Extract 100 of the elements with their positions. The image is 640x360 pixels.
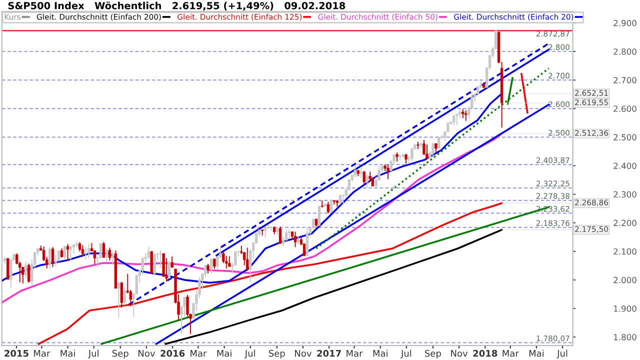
candlestick [51, 246, 54, 268]
y-tick-label: 2.800 [614, 48, 636, 55]
candlestick [210, 258, 213, 274]
x-tick-label: 2018 [473, 350, 498, 357]
candlestick [225, 255, 228, 269]
candlestick [108, 247, 112, 261]
x-tick-label: Nov [295, 350, 312, 357]
candlestick [120, 281, 124, 308]
candlestick [246, 247, 249, 272]
x-tick-label: 2015 [4, 350, 28, 357]
chart-title: S&P500 Index Wöchentlich 2.619,55 (+1,49%) 09.02.2018 [8, 2, 346, 11]
candlestick [464, 110, 468, 122]
candlestick [84, 246, 88, 260]
candlestick [213, 258, 216, 270]
candlestick [362, 170, 366, 184]
x-tick-label: Mai [529, 350, 544, 357]
x-tick-label: Nov [138, 350, 155, 357]
candlestick [456, 113, 458, 126]
y-tick-label: 2.900 [614, 20, 636, 26]
candlestick [404, 153, 408, 164]
candlestick [6, 258, 10, 280]
candlestick [294, 231, 297, 248]
x-tick-label: Mar [346, 350, 363, 357]
line-series [164, 228, 503, 345]
x-tick-label: Nov [451, 350, 468, 357]
candlestick [438, 136, 440, 149]
candlestick [60, 248, 64, 258]
candlestick [368, 171, 372, 182]
candlestick [366, 174, 368, 188]
candlestick [10, 257, 12, 288]
candlestick [306, 227, 309, 256]
candlestick [111, 250, 114, 266]
y-tick-label: 2.500 [614, 134, 636, 140]
y-tick-label: 1.900 [614, 305, 636, 312]
y-tick-label: 1.800 [614, 334, 636, 340]
x-tick-label: Sep [112, 350, 128, 359]
candlestick [183, 296, 186, 317]
candlestick [462, 108, 464, 119]
x-tick-label: 2017 [317, 350, 341, 357]
y-tick-label: 2.000 [614, 276, 636, 284]
candlestick [186, 294, 189, 317]
candlestick [228, 256, 231, 267]
x-tick-label: Mai [217, 350, 232, 357]
candlestick [147, 246, 150, 259]
candlestick [102, 241, 106, 258]
candlestick [398, 154, 402, 161]
candlestick [426, 144, 428, 159]
x-tick-label: 2016 [160, 350, 185, 357]
candlestick [278, 226, 282, 244]
x-tick-label: Jul [556, 350, 568, 358]
candlestick [48, 246, 52, 270]
candlestick [123, 286, 126, 306]
candlestick [168, 260, 170, 279]
line-series [38, 202, 503, 345]
y-tick-label: 2.400 [614, 162, 636, 169]
x-tick-label: Jul [400, 350, 412, 358]
candlestick [159, 250, 162, 268]
x-tick-label: Mar [502, 350, 519, 357]
x-tick-label: Jul [244, 350, 255, 358]
candlestick [338, 193, 342, 206]
candlestick [354, 164, 356, 178]
x-tick-label: Mai [60, 350, 75, 357]
candlestick [24, 261, 28, 280]
candlestick [66, 243, 70, 262]
x-tick-label: Mai [373, 350, 388, 357]
candlestick [410, 146, 414, 162]
candlestick [434, 142, 438, 154]
y-tick-label: 2.600 [614, 106, 636, 112]
candlestick [318, 205, 321, 227]
y-tick-label: 2.300 [614, 191, 636, 198]
candlestick [386, 164, 390, 180]
candlestick [330, 198, 333, 212]
candlestick [204, 264, 207, 278]
candlestick [141, 256, 144, 276]
candlestick [105, 248, 108, 262]
x-tick-label: Mar [34, 350, 50, 357]
candlestick [69, 246, 72, 261]
candlestick [432, 142, 434, 158]
candlestick [153, 252, 156, 275]
candlestick [264, 227, 267, 238]
x-tick-label: Mar [190, 350, 207, 357]
y-tick-label: 2.100 [614, 248, 636, 255]
candlestick [81, 244, 84, 258]
candlestick [54, 254, 58, 267]
candlestick [416, 141, 420, 150]
line-series [2, 132, 503, 304]
x-tick-label: Jul [88, 350, 98, 358]
candlestick [28, 263, 30, 284]
candlestick [57, 250, 60, 262]
y-tick-label: 2.200 [614, 220, 636, 226]
candlestick [360, 168, 362, 179]
candlestick [206, 263, 210, 274]
y-tick-label: 2.700 [614, 77, 636, 84]
candlestick [422, 140, 426, 156]
candlestick [165, 258, 168, 282]
x-tick-label: Sep [268, 350, 285, 359]
candlestick [150, 250, 153, 274]
candlestick [326, 201, 330, 214]
candlestick [63, 245, 66, 260]
x-tick-label: Sep [425, 350, 441, 359]
